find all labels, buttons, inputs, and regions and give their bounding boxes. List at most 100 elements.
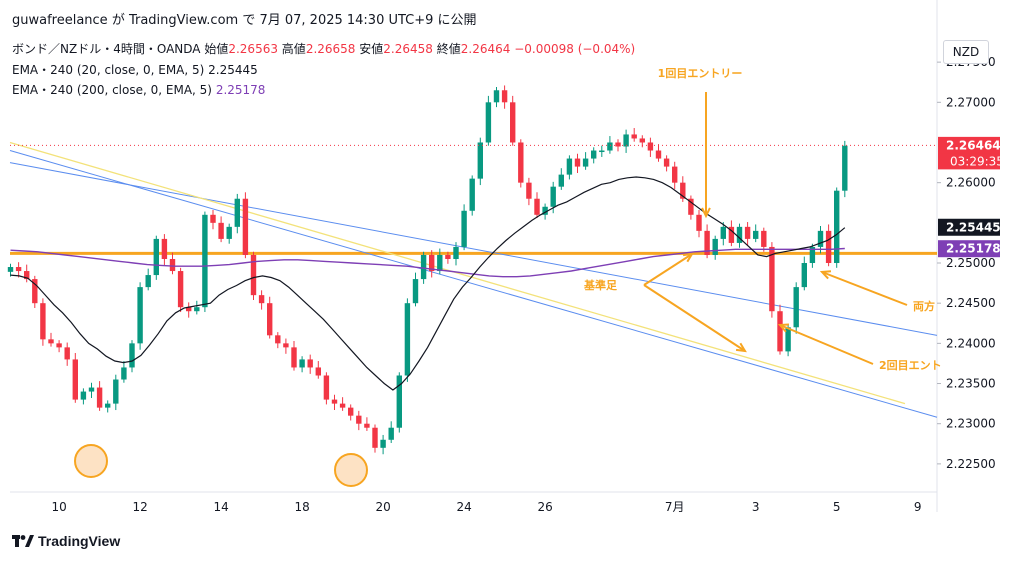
ema200-line[interactable]: [10, 247, 845, 278]
candle-down[interactable]: [429, 254, 435, 272]
candle-down[interactable]: [688, 198, 694, 215]
candle-up[interactable]: [712, 238, 718, 255]
candle-up[interactable]: [558, 174, 564, 187]
candle-up[interactable]: [550, 186, 556, 207]
candle-down[interactable]: [655, 150, 662, 159]
candle-down[interactable]: [348, 407, 354, 416]
candle-down[interactable]: [169, 258, 176, 272]
trendline-yellow[interactable]: [9, 141, 906, 405]
arrow-both[interactable]: [821, 271, 908, 306]
candle-up[interactable]: [785, 327, 791, 352]
candle-up[interactable]: [299, 359, 305, 368]
trendline-lower[interactable]: [9, 150, 938, 418]
candle-down[interactable]: [275, 335, 281, 344]
candle-down[interactable]: [615, 142, 621, 147]
candle-up[interactable]: [194, 307, 200, 312]
candle-up[interactable]: [582, 158, 589, 167]
candle-up[interactable]: [226, 226, 232, 239]
candle-up[interactable]: [388, 427, 394, 440]
candle-down[interactable]: [307, 359, 313, 368]
candle-down[interactable]: [315, 367, 321, 376]
candle-down[interactable]: [40, 303, 46, 340]
candle-up[interactable]: [591, 150, 597, 159]
candle-down[interactable]: [186, 307, 192, 312]
candle-up[interactable]: [809, 246, 816, 264]
candle-down[interactable]: [161, 238, 168, 259]
candle-up[interactable]: [105, 403, 111, 408]
candle-up[interactable]: [420, 254, 427, 280]
candle-up[interactable]: [753, 230, 759, 239]
candle-down[interactable]: [501, 90, 508, 103]
candle-up[interactable]: [137, 287, 143, 344]
candle-down[interactable]: [283, 343, 289, 348]
candle-down[interactable]: [680, 182, 686, 199]
candle-down[interactable]: [323, 375, 330, 400]
candle-down[interactable]: [218, 222, 224, 239]
candle-down[interactable]: [631, 134, 637, 139]
candle-up[interactable]: [380, 439, 386, 448]
arrow-base-1[interactable]: [643, 253, 693, 286]
candle-up[interactable]: [88, 387, 95, 392]
candle-up[interactable]: [801, 263, 807, 288]
candle-up[interactable]: [121, 367, 127, 380]
candle-up[interactable]: [404, 303, 411, 376]
candle-down[interactable]: [769, 246, 775, 312]
candle-down[interactable]: [372, 427, 378, 448]
candle-down[interactable]: [72, 359, 78, 400]
candle-up[interactable]: [145, 275, 151, 288]
candle-up[interactable]: [607, 142, 613, 151]
candle-up[interactable]: [834, 190, 840, 264]
candle-up[interactable]: [234, 198, 240, 227]
candle-down[interactable]: [445, 254, 451, 259]
low-circle-2[interactable]: [334, 453, 368, 487]
candle-down[interactable]: [639, 138, 645, 143]
candle-up[interactable]: [80, 391, 87, 400]
trendline-upper[interactable]: [9, 162, 938, 336]
candle-down[interactable]: [250, 254, 257, 296]
candle-down[interactable]: [672, 166, 678, 183]
candle-down[interactable]: [177, 271, 184, 308]
candle-down[interactable]: [291, 347, 297, 368]
candle-up[interactable]: [396, 375, 402, 428]
ema200-legend[interactable]: EMA・240 (200, close, 0, EMA, 5) 2.25178: [12, 81, 265, 98]
candle-down[interactable]: [331, 399, 338, 404]
candle-down[interactable]: [647, 142, 654, 151]
candle-down[interactable]: [663, 158, 670, 167]
ema20-line[interactable]: [10, 176, 846, 391]
candle-up[interactable]: [566, 158, 573, 175]
candle-down[interactable]: [761, 230, 767, 247]
candle-down[interactable]: [364, 423, 370, 428]
candle-up[interactable]: [7, 267, 14, 272]
candle-up[interactable]: [202, 214, 208, 308]
candle-up[interactable]: [485, 102, 492, 143]
low-circle-1[interactable]: [74, 444, 108, 478]
candle-up[interactable]: [437, 254, 443, 272]
arrow-base-2[interactable]: [643, 284, 746, 352]
candle-up[interactable]: [623, 134, 629, 147]
candle-down[interactable]: [15, 267, 22, 272]
candle-down[interactable]: [356, 415, 362, 424]
candle-down[interactable]: [32, 279, 38, 304]
arrow-entry2[interactable]: [779, 324, 874, 365]
candle-up[interactable]: [461, 210, 467, 247]
candle-down[interactable]: [64, 347, 70, 360]
candle-down[interactable]: [258, 295, 265, 304]
candle-down[interactable]: [574, 158, 581, 167]
candle-up[interactable]: [842, 145, 848, 191]
candle-down[interactable]: [96, 387, 103, 408]
candle-up[interactable]: [113, 379, 119, 404]
candle-down[interactable]: [534, 198, 540, 215]
ema20-legend[interactable]: EMA・240 (20, close, 0, EMA, 5) 2.25445: [12, 61, 258, 78]
candle-down[interactable]: [744, 226, 751, 239]
candle-down[interactable]: [696, 214, 702, 231]
candle-up[interactable]: [153, 238, 159, 276]
symbol-name[interactable]: ボンド／NZドル・4時間・OANDA: [12, 42, 201, 56]
candle-up[interactable]: [469, 178, 475, 211]
candle-down[interactable]: [526, 182, 532, 199]
candle-down[interactable]: [339, 403, 346, 408]
candle-up[interactable]: [736, 226, 743, 243]
candle-up[interactable]: [720, 226, 726, 239]
candle-down[interactable]: [777, 311, 783, 352]
candle-up[interactable]: [542, 206, 548, 215]
